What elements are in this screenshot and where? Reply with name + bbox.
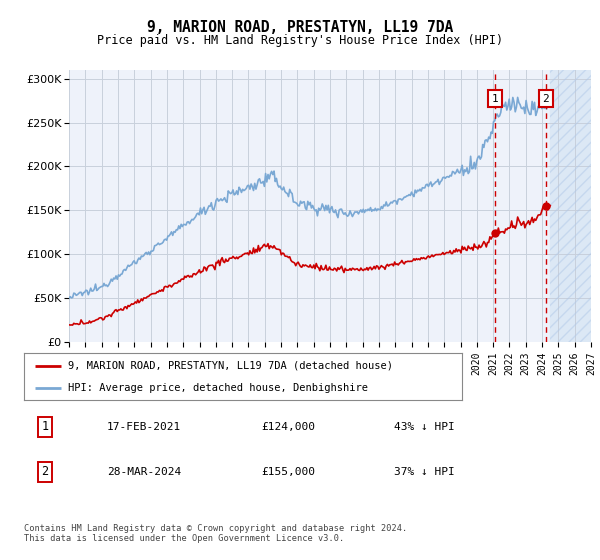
- Text: £155,000: £155,000: [262, 467, 316, 477]
- Text: 2: 2: [41, 465, 49, 478]
- Text: 28-MAR-2024: 28-MAR-2024: [107, 467, 181, 477]
- Text: 2: 2: [542, 94, 550, 104]
- Text: 1: 1: [492, 94, 499, 104]
- Text: 9, MARION ROAD, PRESTATYN, LL19 7DA (detached house): 9, MARION ROAD, PRESTATYN, LL19 7DA (det…: [68, 361, 393, 371]
- Text: HPI: Average price, detached house, Denbighshire: HPI: Average price, detached house, Denb…: [68, 382, 368, 393]
- Text: 43% ↓ HPI: 43% ↓ HPI: [394, 422, 455, 432]
- Text: 37% ↓ HPI: 37% ↓ HPI: [394, 467, 455, 477]
- Bar: [550, 70, 591, 342]
- Text: 1: 1: [41, 421, 49, 433]
- Text: Contains HM Land Registry data © Crown copyright and database right 2024.
This d: Contains HM Land Registry data © Crown c…: [24, 524, 407, 543]
- Text: Price paid vs. HM Land Registry's House Price Index (HPI): Price paid vs. HM Land Registry's House …: [97, 34, 503, 46]
- Bar: [550, 70, 591, 342]
- Text: 9, MARION ROAD, PRESTATYN, LL19 7DA: 9, MARION ROAD, PRESTATYN, LL19 7DA: [147, 20, 453, 35]
- Text: £124,000: £124,000: [262, 422, 316, 432]
- Text: 17-FEB-2021: 17-FEB-2021: [107, 422, 181, 432]
